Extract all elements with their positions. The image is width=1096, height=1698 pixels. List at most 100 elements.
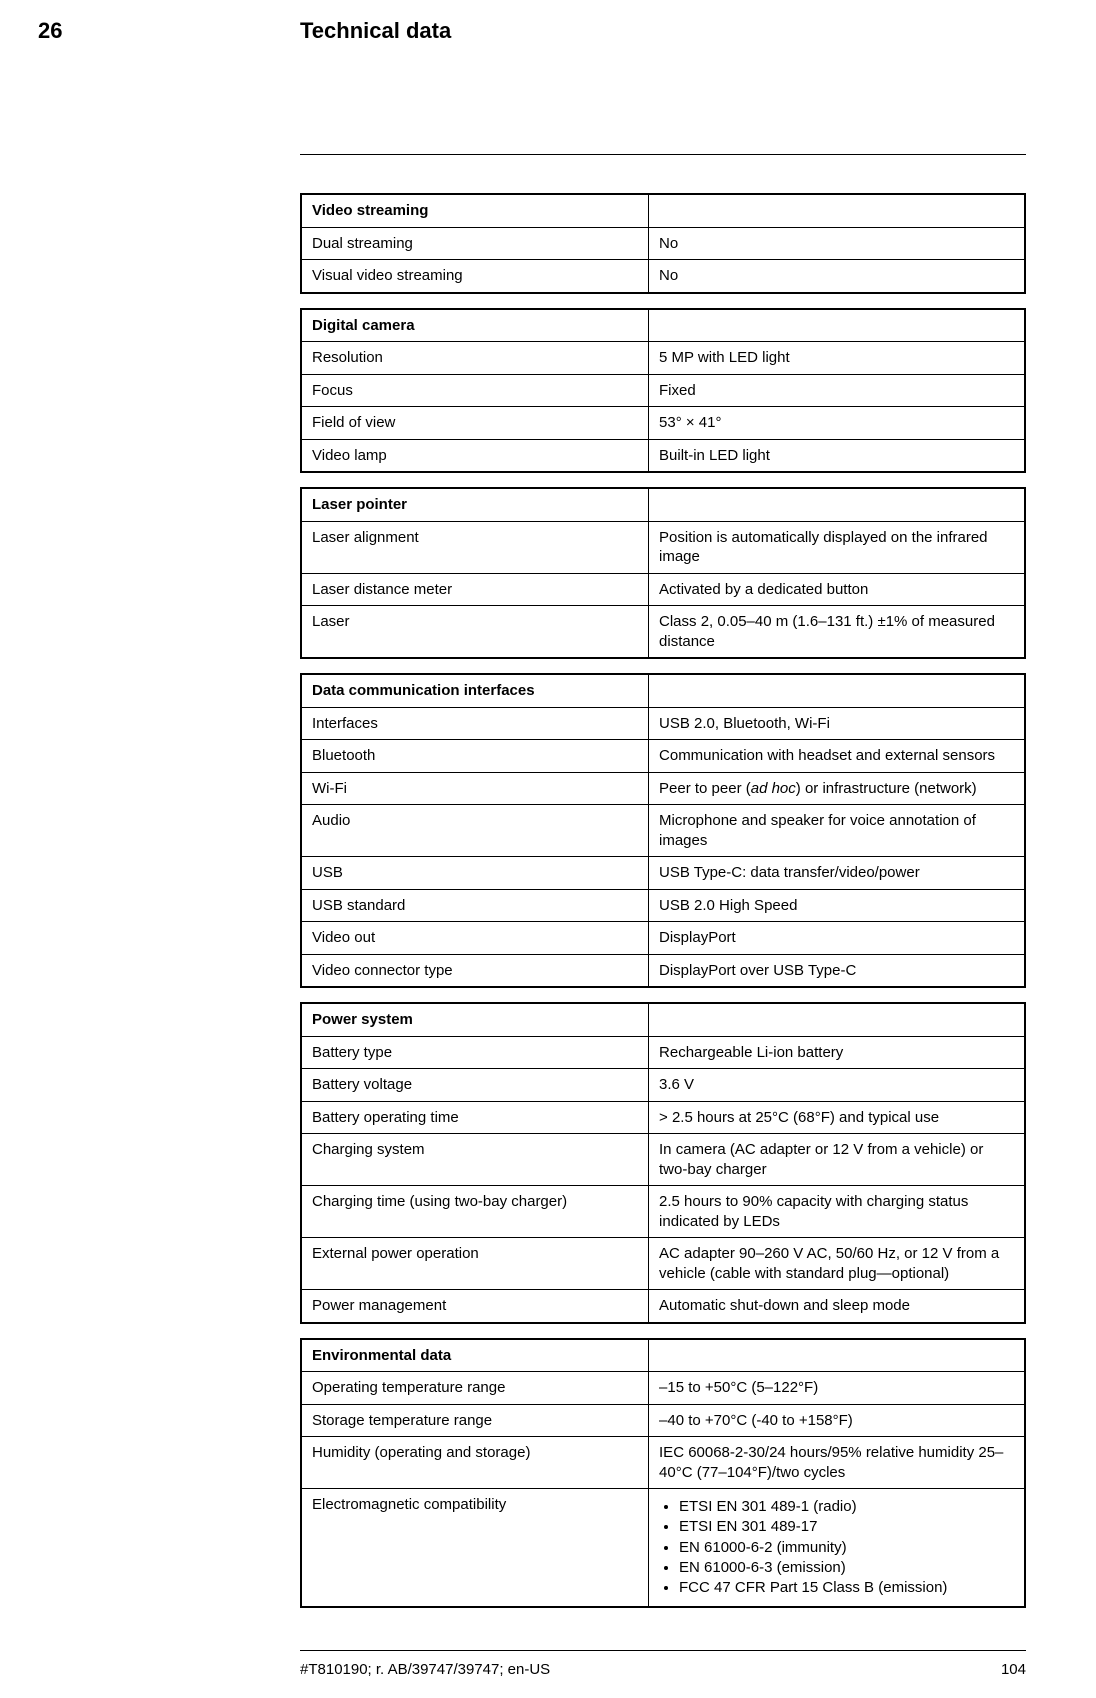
cell-label: Power management [301, 1290, 649, 1323]
table-data-comm: Data communication interfaces Interfaces… [300, 673, 1026, 988]
emc-list: ETSI EN 301 489-1 (radio) ETSI EN 301 48… [659, 1497, 1014, 1598]
cell-label: Bluetooth [301, 740, 649, 773]
cell-value: ETSI EN 301 489-1 (radio) ETSI EN 301 48… [649, 1489, 1025, 1608]
cell-value: 2.5 hours to 90% capacity with charging … [649, 1186, 1025, 1238]
table-row: Laser Class 2, 0.05–40 m (1.6–131 ft.) ±… [301, 606, 1025, 659]
table-row: Battery voltage 3.6 V [301, 1069, 1025, 1102]
cell-value: AC adapter 90–260 V AC, 50/60 Hz, or 12 … [649, 1238, 1025, 1290]
table-row: Storage temperature range –40 to +70°C (… [301, 1404, 1025, 1437]
cell-value: DisplayPort [649, 922, 1025, 955]
table-row: Video streaming [301, 194, 1025, 227]
table-row: Power management Automatic shut-down and… [301, 1290, 1025, 1323]
table-row: Bluetooth Communication with headset and… [301, 740, 1025, 773]
footer-left: #T810190; r. AB/39747/39747; en-US [300, 1661, 550, 1678]
footer-page-number: 104 [1001, 1661, 1026, 1678]
cell-value: In camera (AC adapter or 12 V from a veh… [649, 1134, 1025, 1186]
page: 26 Technical data Video streaming Dual s… [0, 0, 1096, 1698]
list-item: FCC 47 CFR Part 15 Class B (emission) [679, 1578, 1014, 1598]
top-rule [300, 154, 1026, 155]
cell-value: Activated by a dedicated button [649, 573, 1025, 606]
table-row: USB standard USB 2.0 High Speed [301, 889, 1025, 922]
cell-label: Laser alignment [301, 521, 649, 573]
cell-label: Battery operating time [301, 1101, 649, 1134]
table-row: Power system [301, 1003, 1025, 1036]
cell-value: > 2.5 hours at 25°C (68°F) and typical u… [649, 1101, 1025, 1134]
cell-empty [649, 194, 1025, 227]
table-row: Battery type Rechargeable Li-ion battery [301, 1036, 1025, 1069]
cell-label: Humidity (operating and storage) [301, 1437, 649, 1489]
cell-value: DisplayPort over USB Type-C [649, 954, 1025, 987]
list-item: EN 61000-6-2 (immunity) [679, 1538, 1014, 1558]
section-title: Digital camera [301, 309, 649, 342]
table-row: Video lamp Built-in LED light [301, 439, 1025, 472]
cell-value: Built-in LED light [649, 439, 1025, 472]
table-row: External power operation AC adapter 90–2… [301, 1238, 1025, 1290]
cell-label: Field of view [301, 407, 649, 440]
table-row: Visual video streaming No [301, 260, 1025, 293]
table-row: Laser pointer [301, 488, 1025, 521]
table-row: USB USB Type-C: data transfer/video/powe… [301, 857, 1025, 890]
table-row: Charging system In camera (AC adapter or… [301, 1134, 1025, 1186]
cell-label: Operating temperature range [301, 1372, 649, 1405]
cell-value: IEC 60068-2-30/24 hours/95% relative hum… [649, 1437, 1025, 1489]
table-row: Environmental data [301, 1339, 1025, 1372]
chapter-title: Technical data [300, 18, 451, 44]
table-row: Electromagnetic compatibility ETSI EN 30… [301, 1489, 1025, 1608]
cell-label: Laser [301, 606, 649, 659]
table-row: Focus Fixed [301, 374, 1025, 407]
cell-value: Peer to peer (ad hoc) or infrastructure … [649, 772, 1025, 805]
cell-label: Resolution [301, 342, 649, 375]
cell-label: External power operation [301, 1238, 649, 1290]
cell-value: –40 to +70°C (-40 to +158°F) [649, 1404, 1025, 1437]
table-row: Dual streaming No [301, 227, 1025, 260]
table-row: Field of view 53° × 41° [301, 407, 1025, 440]
cell-value: Automatic shut-down and sleep mode [649, 1290, 1025, 1323]
section-title: Laser pointer [301, 488, 649, 521]
table-digital-camera: Digital camera Resolution 5 MP with LED … [300, 308, 1026, 474]
cell-empty [649, 674, 1025, 707]
table-row: Video connector type DisplayPort over US… [301, 954, 1025, 987]
cell-label: Focus [301, 374, 649, 407]
chapter-number: 26 [38, 18, 300, 44]
cell-label: USB standard [301, 889, 649, 922]
cell-empty [649, 309, 1025, 342]
content-area: Video streaming Dual streaming No Visual… [300, 154, 1026, 1608]
section-title: Environmental data [301, 1339, 649, 1372]
cell-value: Communication with headset and external … [649, 740, 1025, 773]
table-row: Wi-Fi Peer to peer (ad hoc) or infrastru… [301, 772, 1025, 805]
cell-label: Charging time (using two-bay charger) [301, 1186, 649, 1238]
table-row: Laser alignment Position is automaticall… [301, 521, 1025, 573]
cell-label: Video lamp [301, 439, 649, 472]
cell-label: Dual streaming [301, 227, 649, 260]
table-row: Humidity (operating and storage) IEC 600… [301, 1437, 1025, 1489]
cell-value: USB 2.0 High Speed [649, 889, 1025, 922]
list-item: ETSI EN 301 489-1 (radio) [679, 1497, 1014, 1517]
cell-label: Storage temperature range [301, 1404, 649, 1437]
table-row: Video out DisplayPort [301, 922, 1025, 955]
section-title: Video streaming [301, 194, 649, 227]
table-video-streaming: Video streaming Dual streaming No Visual… [300, 193, 1026, 294]
cell-value: No [649, 227, 1025, 260]
cell-label: Battery voltage [301, 1069, 649, 1102]
cell-label: Video connector type [301, 954, 649, 987]
page-header: 26 Technical data [38, 18, 1026, 44]
cell-empty [649, 1003, 1025, 1036]
cell-label: Charging system [301, 1134, 649, 1186]
cell-value: No [649, 260, 1025, 293]
cell-label: Audio [301, 805, 649, 857]
cell-value: –15 to +50°C (5–122°F) [649, 1372, 1025, 1405]
cell-value: USB Type-C: data transfer/video/power [649, 857, 1025, 890]
table-environmental: Environmental data Operating temperature… [300, 1338, 1026, 1609]
cell-value: Microphone and speaker for voice annotat… [649, 805, 1025, 857]
cell-label: USB [301, 857, 649, 890]
list-item: ETSI EN 301 489-17 [679, 1517, 1014, 1537]
cell-value: Position is automatically displayed on t… [649, 521, 1025, 573]
cell-value: Fixed [649, 374, 1025, 407]
cell-label: Video out [301, 922, 649, 955]
cell-label: Wi-Fi [301, 772, 649, 805]
cell-value: Rechargeable Li-ion battery [649, 1036, 1025, 1069]
section-title: Data communication interfaces [301, 674, 649, 707]
cell-empty [649, 488, 1025, 521]
table-row: Operating temperature range –15 to +50°C… [301, 1372, 1025, 1405]
table-row: Laser distance meter Activated by a dedi… [301, 573, 1025, 606]
